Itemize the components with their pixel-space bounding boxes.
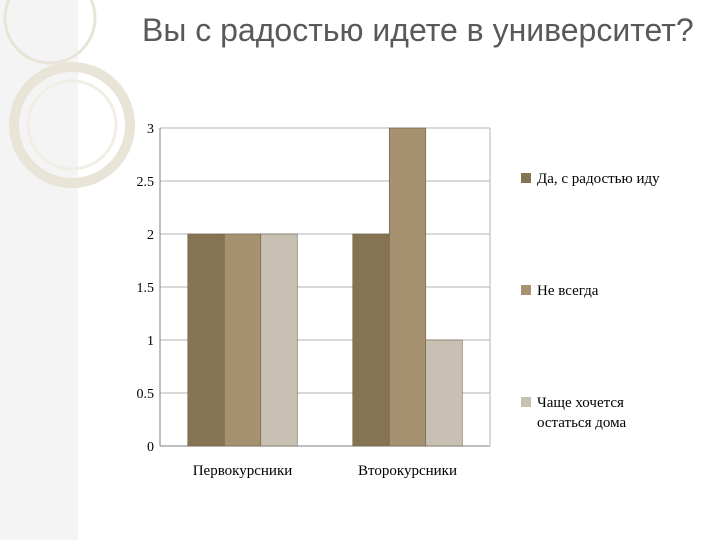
bar xyxy=(388,127,427,447)
bar xyxy=(260,233,298,447)
x-category-label: Первокурсники xyxy=(193,463,293,479)
legend-label: Не всегда xyxy=(537,283,599,299)
deco-ring-mid-inner xyxy=(26,79,118,171)
legend-swatch xyxy=(521,173,531,183)
bar xyxy=(425,339,463,447)
y-tick-label: 1 xyxy=(147,334,154,349)
y-tick-label: 1.5 xyxy=(137,281,155,296)
y-tick-label: 2 xyxy=(147,228,154,243)
deco-ring-mid-outer xyxy=(9,62,135,188)
x-category-label: Второкурсники xyxy=(358,463,457,479)
slide-title: Вы с радостью идете в университет? xyxy=(142,12,694,48)
bar xyxy=(352,233,390,447)
deco-ring-top xyxy=(3,0,97,65)
y-tick-label: 0 xyxy=(147,440,154,455)
y-tick-label: 2.5 xyxy=(137,175,155,190)
legend-label: Чаще хочется остаться дома xyxy=(537,395,626,431)
bar xyxy=(187,233,225,447)
y-tick-label: 0.5 xyxy=(137,387,155,402)
y-tick-label: 3 xyxy=(147,122,154,137)
legend-swatch xyxy=(521,285,531,295)
legend-label: Да, с радостью иду xyxy=(537,171,660,187)
bar xyxy=(223,233,262,447)
slide-sidebar xyxy=(0,0,78,540)
legend-swatch xyxy=(521,397,531,407)
